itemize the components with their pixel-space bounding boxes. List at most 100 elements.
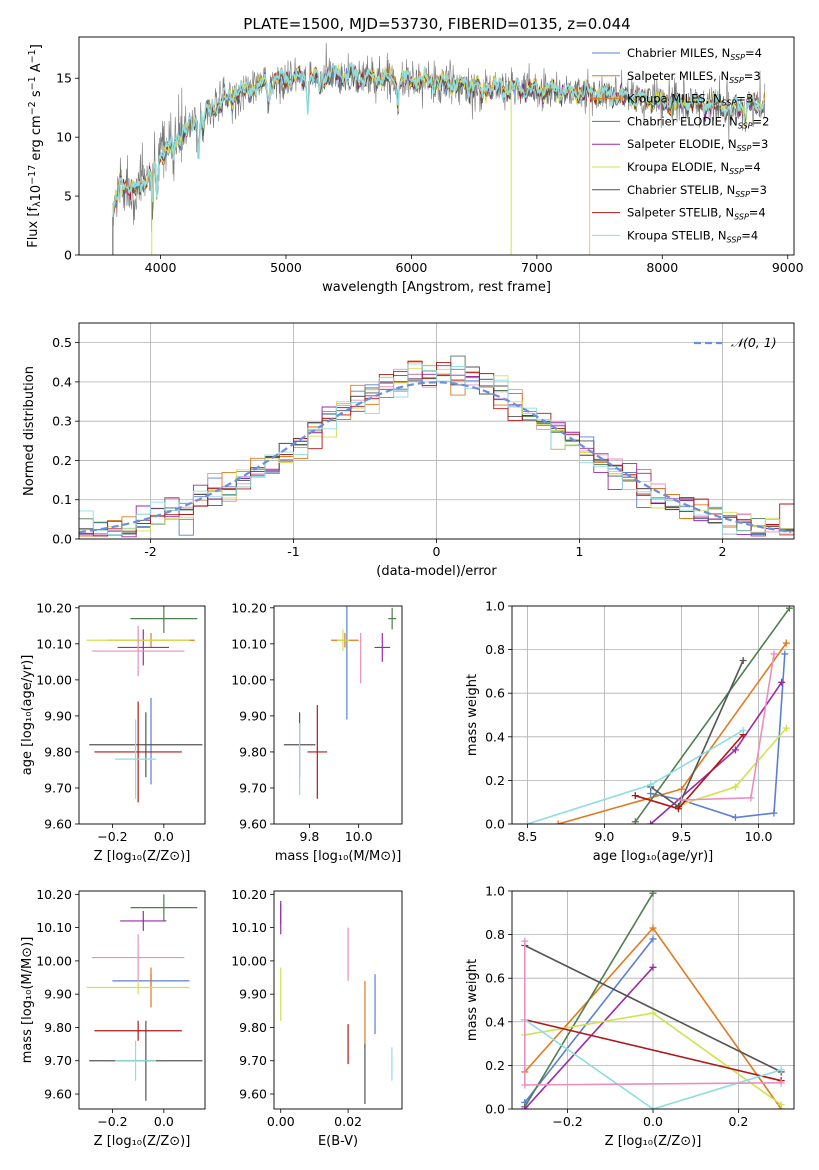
legend-label-subscript: SSP <box>722 99 737 108</box>
legend-label-tail: =3 <box>751 137 768 151</box>
axes-frame <box>78 322 795 540</box>
weight-point-marker <box>782 639 790 647</box>
weight-point-marker <box>777 1079 785 1087</box>
x-tick-label: 7000 <box>521 260 553 275</box>
x-axis-label: E(B-V) <box>318 1134 358 1149</box>
weight-point-marker <box>747 794 755 802</box>
weight-point-marker <box>631 818 639 824</box>
x-tick-label: −0.2 <box>97 1114 127 1129</box>
y-tick-label: 0 <box>64 248 72 263</box>
legend-label-tail: =4 <box>745 46 762 60</box>
y-axis-label-part: Flux [f <box>26 207 41 248</box>
x-tick-label: 2 <box>719 544 727 559</box>
weight-point-marker <box>523 820 531 824</box>
data-weight-vs-age <box>523 606 793 824</box>
y-tick-label: 9.70 <box>44 1053 72 1068</box>
legend-label-subscript: SSP <box>729 167 744 176</box>
weight-point-marker <box>554 820 562 824</box>
y-tick-label: 1.0 <box>485 599 505 614</box>
y-tick-label: 10 <box>56 130 72 145</box>
weight-series-line <box>634 607 791 823</box>
x-tick-label: 0.0 <box>643 1114 663 1129</box>
x-tick-label: 0 <box>433 544 441 559</box>
y-tick-label: 0.6 <box>485 971 505 986</box>
y-axis-label-part: erg cm <box>29 115 44 164</box>
weight-point-marker <box>731 783 739 791</box>
legend-label-tail: =2 <box>753 114 770 128</box>
x-tick-label: −0.2 <box>97 829 127 844</box>
legend-label: Kroupa MILES, NSSP=3 <box>627 92 753 108</box>
legend-label-text: Salpeter STELIB, N <box>627 206 734 220</box>
data-age-vs-mass <box>283 606 397 799</box>
y-tick-label: 10.10 <box>36 920 72 935</box>
legend-label: Kroupa STELIB, NSSP=4 <box>627 228 758 244</box>
weight-point-marker <box>778 678 786 686</box>
frame-weight-vs-age: 8.5 9.0 9.5 10.0 0.0 0.2 0.4 0.6 0.8 1.0 age [log₁… <box>465 599 795 864</box>
data-residuals <box>79 355 794 539</box>
weight-series-line <box>524 944 782 1073</box>
x-tick-label: 5000 <box>270 260 302 275</box>
y-tick-label: 1.0 <box>485 884 505 899</box>
y-tick-label: 0.4 <box>52 374 72 389</box>
weight-point-marker <box>731 746 739 754</box>
y-tick-label: 10.10 <box>36 636 72 651</box>
legend-label-subscript: SSP <box>729 76 744 85</box>
x-tick-label: 9.8 <box>300 829 320 844</box>
weight-point-marker <box>678 785 686 793</box>
y-tick-label: 9.90 <box>239 708 267 723</box>
legend-label-tail: =3 <box>736 92 753 106</box>
axes-frame <box>78 605 206 825</box>
legend-label-text: Salpeter MILES, N <box>627 69 729 83</box>
legend-label: Salpeter STELIB, NSSP=4 <box>627 206 766 222</box>
legend-label-subscript: SSP <box>738 121 753 130</box>
y-axis-label-part: 10 <box>29 185 44 202</box>
y-axis-label: Normed distribution <box>22 366 37 496</box>
legend-label: Chabrier STELIB, NSSP=3 <box>627 183 767 199</box>
y-tick-label: 0.4 <box>485 1014 505 1029</box>
y-axis-label: mass weight <box>465 959 480 1041</box>
y-axis-label-part: −17 <box>27 165 38 185</box>
x-tick-label: 10.0 <box>345 829 373 844</box>
figure-title: PLATE=1500, MJD=53730, FIBERID=0135, z=0… <box>243 15 630 33</box>
panel-weight-vs-Z: −0.2 0.0 0.2 0.0 0.2 0.4 0.6 0.8 1.0 Z [log₁₀(Z/Z… <box>465 884 795 1149</box>
panel-age-vs-mass: 9.8 10.0 9.60 9.70 9.80 9.90 10.00 10.10 10.20 ma… <box>231 600 403 864</box>
weight-point-marker <box>647 789 655 797</box>
legend-label-subscript: SSP <box>730 53 745 62</box>
frame-residuals: -2 -1 0 1 2 0.0 0.1 0.2 0.3 0.4 0.5 (data-model)/er… <box>22 322 795 579</box>
weight-point-marker <box>649 1009 657 1017</box>
x-tick-label: 1 <box>576 544 584 559</box>
weight-point-marker <box>770 809 778 817</box>
y-tick-label: 9.80 <box>44 744 72 759</box>
data-spectrum <box>112 42 766 255</box>
y-tick-label: 9.90 <box>44 987 72 1002</box>
weight-point-marker <box>770 650 778 658</box>
legend-label-subscript: SSP <box>734 213 749 222</box>
data-mass-vs-ebv <box>280 900 393 1105</box>
legend-label-text: Kroupa STELIB, N <box>627 228 727 242</box>
y-tick-label: 10.00 <box>36 953 72 968</box>
y-tick-label: 0.0 <box>485 817 505 832</box>
legend-label-text: Chabrier MILES, N <box>627 46 730 60</box>
y-tick-label: 0.5 <box>52 335 72 350</box>
x-tick-label: 6000 <box>396 260 428 275</box>
weight-series-line <box>524 938 654 1103</box>
axes-frame <box>511 890 795 1110</box>
y-tick-label: 0.3 <box>52 414 72 429</box>
panel-age-vs-Z: −0.2 0.0 9.60 9.70 9.80 9.90 10.00 10.10 10.20 Z … <box>20 600 206 864</box>
x-tick-label: 9000 <box>772 260 804 275</box>
gaussian-reference-line <box>79 381 792 534</box>
axes-frame <box>78 36 795 256</box>
weight-point-marker <box>678 796 686 804</box>
x-tick-label: -2 <box>144 544 156 559</box>
y-tick-label: 9.80 <box>239 744 267 759</box>
weight-point-marker <box>781 650 789 658</box>
x-tick-label: 4000 <box>145 260 177 275</box>
x-axis-label: Z [log₁₀(Z/Z⊙)] <box>94 1134 191 1149</box>
weight-point-marker <box>782 724 790 732</box>
y-tick-label: 9.90 <box>239 987 267 1002</box>
x-axis-label: Z [log₁₀(Z/Z⊙)] <box>94 849 191 864</box>
y-tick-label: 10.20 <box>231 600 267 615</box>
weight-point-marker <box>521 937 529 945</box>
